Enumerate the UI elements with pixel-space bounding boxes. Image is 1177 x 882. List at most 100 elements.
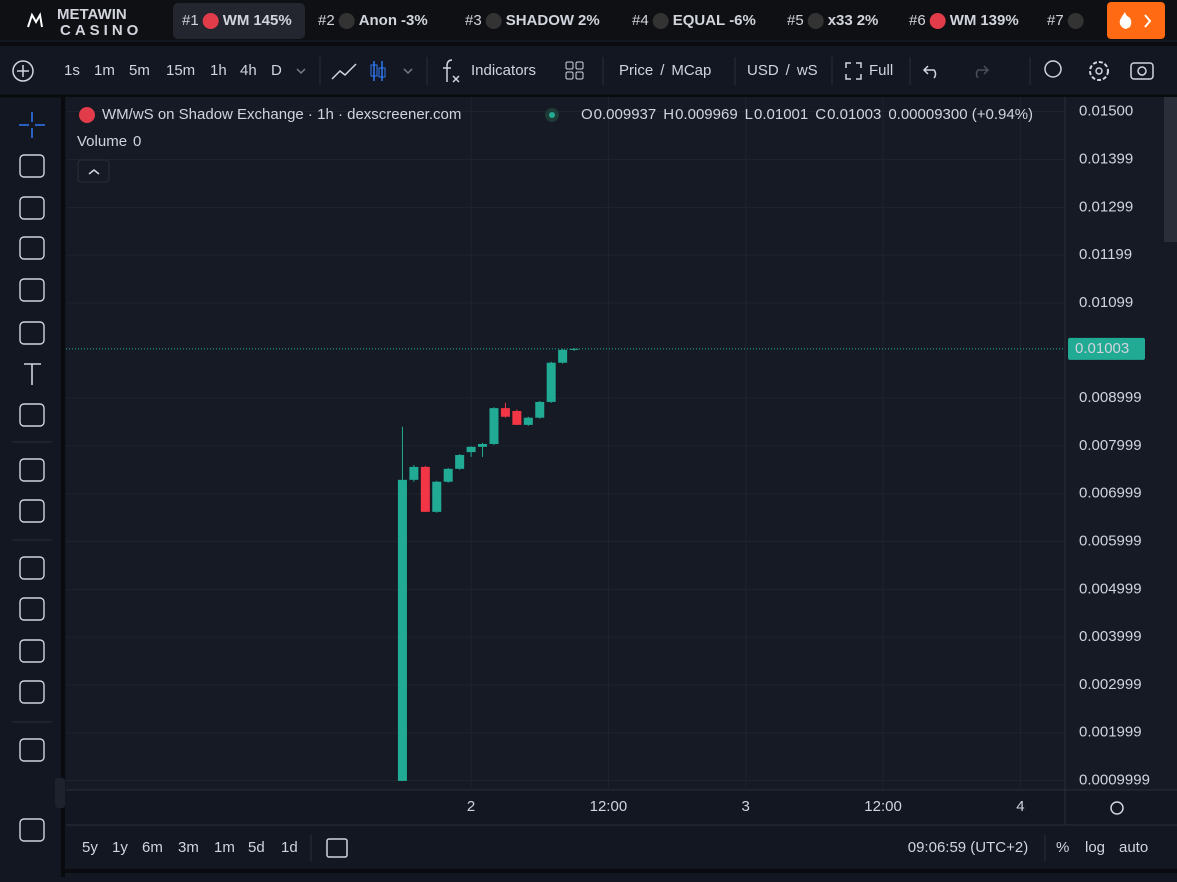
brand: METAWIN [57,6,127,23]
ticker-name[interactable]: Anon [359,12,397,29]
interval[interactable]: 15m [166,62,195,79]
interval[interactable]: 1h [210,62,227,79]
ticker-active [173,3,305,39]
range[interactable]: 1d [281,839,298,856]
tool-icon[interactable] [19,556,45,580]
price-mode[interactable]: Price [619,62,653,79]
line-type[interactable] [331,63,357,80]
zoom-icon[interactable] [1044,60,1062,78]
ticker-rank[interactable]: #4 [632,12,649,29]
interval[interactable]: D [271,62,282,79]
volume-value: 0 [133,133,141,150]
ticker-rank[interactable]: #7 [1047,12,1064,29]
ticker-icon [485,13,502,29]
tool-icon[interactable] [19,403,45,427]
axis-settings[interactable] [1110,801,1124,815]
volume-label: Volume [77,133,127,150]
candle-body [420,466,430,512]
ticker-rank[interactable]: #2 [318,12,335,29]
candle-type[interactable] [373,61,383,81]
camera-icon[interactable] [1130,62,1154,80]
indicators[interactable]: Indicators [471,62,536,79]
redo[interactable] [975,65,990,79]
ticker-change[interactable]: 145% [253,12,291,29]
ohlc-label: O [581,106,593,123]
tool-icon[interactable] [19,196,45,220]
mcap-mode[interactable]: MCap [671,62,711,79]
tool-icon[interactable] [19,639,45,663]
x-tick-label: 12:00 [590,798,628,815]
range[interactable]: 6m [142,839,163,856]
tool-icon[interactable] [19,236,45,260]
candle-body [535,401,545,418]
interval[interactable]: 5m [129,62,150,79]
ohlc-label: H [663,106,674,123]
range[interactable]: 5d [248,839,265,856]
ticker-change[interactable]: 139% [980,12,1018,29]
candle-body [523,417,533,425]
slash[interactable]: / [660,62,665,79]
tool-icon[interactable] [19,321,45,345]
interval[interactable]: 1m [94,62,115,79]
ticker-name[interactable]: EQUAL [673,12,726,29]
fullscreen-icon[interactable] [845,62,862,80]
fullscreen[interactable]: Full [869,62,893,79]
interval[interactable]: 1s [64,62,80,79]
undo[interactable] [922,65,937,79]
percent-toggle[interactable]: % [1056,839,1069,856]
tool-icon[interactable] [19,278,45,302]
auto-toggle[interactable]: auto [1119,839,1148,856]
tool-icon[interactable] [19,738,45,762]
tool-icon[interactable] [19,154,45,178]
y-tick-label: 0.008999 [1079,389,1142,406]
price-label: 0.01003 [1075,340,1129,357]
fx-icon[interactable] [443,59,460,83]
layout-icon[interactable] [575,71,584,80]
chevron [296,68,306,75]
collapse-chevron [88,169,100,175]
ticker-name[interactable]: WM [950,12,977,29]
range[interactable]: 1m [214,839,235,856]
hot-button[interactable] [1107,2,1165,39]
price-label-bg [1068,337,1145,360]
ticker-rank[interactable]: #3 [465,12,482,29]
ticker-name[interactable]: x33 [828,12,853,29]
layout-icon[interactable] [565,61,574,70]
tool-icon[interactable] [19,458,45,482]
ticker-change[interactable]: 2% [857,12,879,29]
ticker-rank[interactable]: #1 [182,12,199,29]
log-toggle[interactable]: log [1085,839,1105,856]
candle-body [443,468,453,482]
interval[interactable]: 4h [240,62,257,79]
y-tick-label: 0.01299 [1079,198,1133,215]
ticker-rank[interactable]: #5 [787,12,804,29]
tool-crosshair[interactable] [19,112,45,138]
quote[interactable]: wS [796,62,818,79]
ticker-rank[interactable]: #6 [909,12,926,29]
tool-icon[interactable] [19,680,45,704]
ticker-name[interactable]: WM [223,12,250,29]
layout-icon[interactable] [565,71,574,80]
layout-icon[interactable] [575,61,584,70]
add-symbol[interactable] [12,60,34,82]
tool-icon[interactable] [19,597,45,621]
candle-type-body [370,64,378,77]
y-tick-label: 0.0009999 [1079,771,1150,788]
ticker-change[interactable]: -3% [401,12,428,29]
sidebar-toggle[interactable] [55,778,65,808]
ticker-name[interactable]: SHADOW [506,12,575,29]
tool-icon[interactable] [19,818,45,842]
ohlc-value: 0.00009300 (+0.94%) [888,106,1033,123]
calendar-icon[interactable] [326,838,348,858]
settings-icon[interactable] [1089,61,1109,81]
tool-icon[interactable] [19,499,45,523]
ticker-icon [1067,13,1084,29]
ticker-change[interactable]: -6% [729,12,756,29]
range[interactable]: 1y [112,839,128,856]
range[interactable]: 5y [82,839,98,856]
collapse-button[interactable] [77,159,110,183]
ticker-change[interactable]: 2% [578,12,600,29]
slash[interactable]: / [786,62,791,79]
range[interactable]: 3m [178,839,199,856]
currency[interactable]: USD [747,62,779,79]
